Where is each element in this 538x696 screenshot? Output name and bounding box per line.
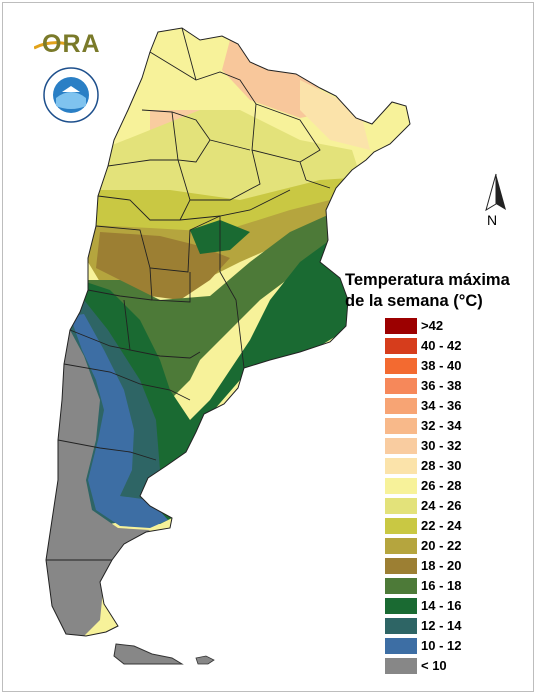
legend-title-line2: de la semana (°C) xyxy=(345,292,483,310)
legend-swatch xyxy=(385,478,417,494)
legend-label: >42 xyxy=(421,318,444,333)
north-label: N xyxy=(487,212,498,228)
legend-title-line1: Temperatura máxima xyxy=(345,271,510,289)
legend-label: 26 - 28 xyxy=(421,478,462,493)
north-arrow: N xyxy=(480,172,512,230)
legend-label: 14 - 16 xyxy=(421,598,462,613)
legend-label: 40 - 42 xyxy=(421,338,462,353)
legend-swatch xyxy=(385,578,417,594)
legend-swatch xyxy=(385,538,417,554)
legend-swatch xyxy=(385,338,417,354)
legend-swatch xyxy=(385,318,417,334)
legend-label: 12 - 14 xyxy=(421,618,462,633)
legend-label: 30 - 32 xyxy=(421,438,462,453)
legend-swatch xyxy=(385,458,417,474)
legend-label: 34 - 36 xyxy=(421,398,462,413)
legend-swatch xyxy=(385,398,417,414)
ora-logo: ORA xyxy=(34,28,106,58)
legend-swatch xyxy=(385,658,417,674)
ora-logo-text: ORA xyxy=(42,30,101,58)
legend-swatch xyxy=(385,358,417,374)
legend-label: 36 - 38 xyxy=(421,378,462,393)
legend-label: 28 - 30 xyxy=(421,458,462,473)
legend-swatch xyxy=(385,598,417,614)
north-arrow-icon xyxy=(485,173,506,212)
legend-label: 24 - 26 xyxy=(421,498,462,513)
legend-swatch xyxy=(385,498,417,514)
smn-seal-icon xyxy=(43,67,99,123)
legend-label: 16 - 18 xyxy=(421,578,462,593)
legend-label: 20 - 22 xyxy=(421,538,462,553)
malvinas-islands xyxy=(195,655,215,665)
tierra-del-fuego xyxy=(113,643,184,665)
legend-swatch xyxy=(385,618,417,634)
legend-swatch xyxy=(385,418,417,434)
legend-swatch xyxy=(385,438,417,454)
legend-label: 18 - 20 xyxy=(421,558,462,573)
province-borders xyxy=(46,27,331,561)
legend-title: Temperatura máxima de la semana (°C) xyxy=(345,270,515,312)
legend-swatch xyxy=(385,378,417,394)
legend-label: 32 - 34 xyxy=(421,418,462,433)
legend-label: 10 - 12 xyxy=(421,638,462,653)
legend-swatch xyxy=(385,558,417,574)
logo-swoosh-icon xyxy=(34,41,68,50)
legend-label: 38 - 40 xyxy=(421,358,462,373)
legend-swatch xyxy=(385,518,417,534)
legend-label: 22 - 24 xyxy=(421,518,462,533)
legend-swatch xyxy=(385,638,417,654)
legend-label: < 10 xyxy=(421,658,447,673)
